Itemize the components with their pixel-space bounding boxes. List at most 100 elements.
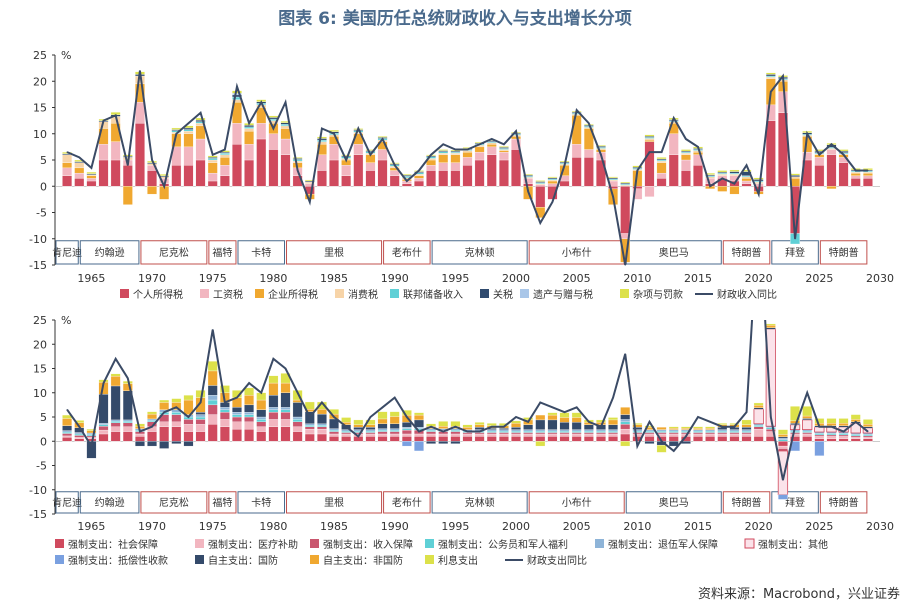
yoy-point [430, 154, 432, 156]
bar-segment [656, 160, 667, 163]
bar-segment [705, 178, 716, 184]
yoy-point [442, 143, 444, 145]
bar-segment [183, 431, 194, 442]
bar-segment [802, 418, 813, 421]
y-tick-label: 5 [40, 411, 47, 424]
yoy-point [733, 426, 736, 428]
bar-segment [389, 431, 400, 435]
president-label: 特朗普 [732, 246, 762, 259]
yoy-point [272, 358, 274, 360]
yoy-point [479, 430, 481, 433]
x-tick-label: 2030 [866, 520, 894, 533]
bar-segment [401, 422, 412, 428]
bar-segment [608, 179, 618, 182]
yoy-point [309, 416, 311, 418]
bar-segment [147, 413, 157, 420]
bar-segment [244, 411, 254, 415]
bar-segment [741, 180, 752, 184]
bar-segment [535, 182, 546, 184]
bar-segment [438, 151, 449, 154]
bar-segment [729, 172, 740, 175]
bar-segment [462, 151, 473, 158]
bar-segment [596, 145, 606, 147]
bar-segment [219, 151, 230, 154]
bar-segment [219, 411, 230, 420]
bar-segment [280, 409, 291, 413]
x-tick-label: 2010 [623, 272, 651, 285]
bar-segment [826, 436, 837, 439]
bar-segment [86, 428, 97, 431]
bar-segment [802, 433, 813, 437]
yoy-point [199, 401, 202, 404]
bar-segment [317, 433, 327, 442]
bar-segment [135, 433, 145, 437]
bar-segment [486, 432, 497, 435]
bar-segment [207, 404, 218, 415]
bar-segment [341, 432, 352, 435]
bar-segment [365, 433, 376, 437]
president-label: 克林顿 [465, 246, 495, 259]
bar-segment [620, 428, 631, 435]
bar-segment [583, 157, 594, 187]
bar-segment [207, 399, 218, 406]
bar-segment [571, 430, 582, 433]
yoy-point [830, 426, 833, 428]
yoy-point [551, 406, 554, 408]
bar-segment [802, 432, 813, 435]
yoy-point [406, 416, 408, 418]
bar-segment [62, 437, 73, 442]
bar-segment [474, 422, 485, 425]
yoy-point [199, 112, 202, 114]
bar-segment [850, 437, 861, 439]
bar-segment [632, 167, 643, 169]
bar-segment [317, 426, 327, 430]
president-label: 奥巴马 [659, 496, 689, 509]
bar-segment [377, 159, 388, 187]
bar-segment [681, 153, 691, 155]
bar-segment [62, 175, 73, 187]
bar-segment [826, 433, 837, 436]
bar-segment [219, 175, 230, 187]
bar-segment [62, 430, 73, 433]
bar-segment [450, 170, 461, 187]
bar-segment [207, 180, 218, 187]
bar-segment [729, 433, 740, 437]
bar-segment [838, 418, 849, 424]
bar-segment [523, 424, 534, 430]
bar-segment [862, 172, 873, 176]
bar-segment [571, 422, 582, 430]
bar-segment [668, 429, 679, 432]
president-label: 福特 [212, 246, 232, 259]
bar-segment [365, 170, 376, 187]
bar-segment [559, 180, 570, 187]
legend-swatch [120, 289, 129, 298]
bar-segment [717, 430, 728, 433]
bar-segment [741, 429, 752, 432]
bar-segment [862, 419, 873, 425]
yoy-point [115, 358, 117, 360]
bar-segment [244, 159, 254, 187]
president-term-box [208, 240, 237, 265]
bar-segment [511, 427, 521, 430]
legend-swatch [425, 555, 434, 564]
bar-segment [219, 157, 230, 166]
bar-segment [341, 436, 352, 442]
bar-segment [547, 180, 558, 184]
x-tick-label: 1990 [381, 520, 409, 533]
bar-segment [159, 441, 170, 449]
president-term-box [79, 491, 140, 514]
bar-segment [207, 157, 218, 159]
bar-segment [547, 429, 558, 432]
president-term-box [625, 491, 722, 514]
bar-segment [341, 433, 352, 437]
bar-segment [547, 183, 558, 187]
bar-segment [292, 390, 303, 401]
bar-segment [523, 429, 534, 432]
bar-segment [583, 149, 594, 158]
x-tick-label: 2015 [684, 272, 712, 285]
bar-segment [862, 175, 873, 179]
bar-segment [729, 169, 740, 172]
bar-segment [644, 134, 655, 137]
legend-swatch [425, 539, 434, 548]
bar-segment [183, 129, 194, 132]
